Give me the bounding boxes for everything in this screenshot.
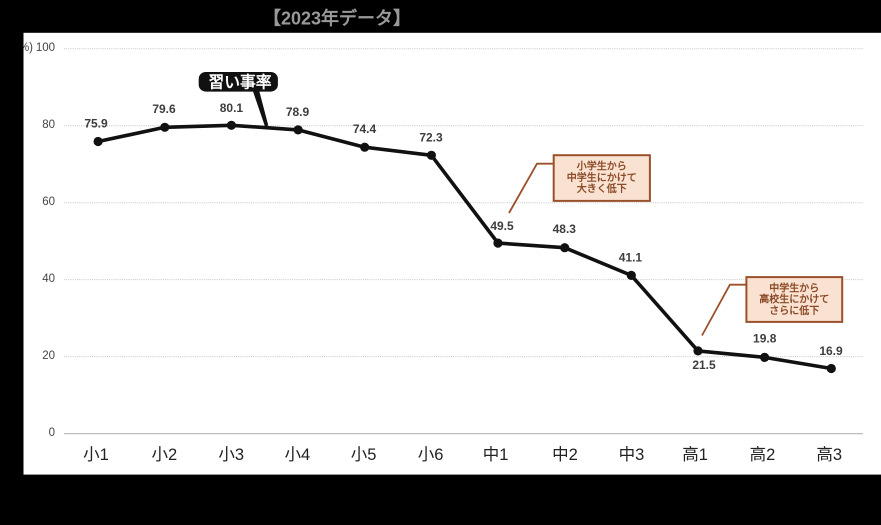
svg-text:小6: 小6 — [418, 445, 444, 464]
svg-text:49.5: 49.5 — [490, 219, 514, 233]
svg-text:75.9: 75.9 — [84, 117, 108, 131]
svg-text:小3: 小3 — [218, 445, 244, 464]
svg-text:72.3: 72.3 — [419, 131, 443, 145]
svg-text:79.6: 79.6 — [152, 102, 176, 116]
svg-text:16.9: 16.9 — [819, 344, 843, 358]
svg-text:中2: 中2 — [552, 445, 578, 464]
svg-text:高2: 高2 — [750, 445, 776, 464]
svg-text:小学生から: 小学生から — [576, 160, 627, 173]
svg-text:高校生にかけて: 高校生にかけて — [759, 293, 829, 306]
svg-text:小5: 小5 — [351, 445, 377, 464]
svg-text:74.4: 74.4 — [353, 122, 377, 136]
svg-text:20: 20 — [42, 350, 55, 362]
svg-text:高3: 高3 — [816, 445, 842, 464]
svg-text:さらに低下: さらに低下 — [769, 304, 819, 317]
svg-text:高1: 高1 — [682, 445, 708, 464]
svg-text:21.5: 21.5 — [692, 358, 716, 372]
svg-text:中学生にかけて: 中学生にかけて — [567, 171, 637, 184]
svg-text:大きく低下: 大きく低下 — [577, 182, 627, 195]
svg-text:100: 100 — [36, 42, 55, 54]
svg-text:78.9: 78.9 — [286, 105, 310, 119]
svg-text:習い事率: 習い事率 — [208, 72, 271, 91]
svg-text:中学生から: 中学生から — [769, 281, 819, 294]
svg-text:80: 80 — [42, 119, 55, 131]
svg-text:41.1: 41.1 — [619, 251, 643, 265]
svg-text:80.1: 80.1 — [220, 101, 244, 115]
svg-text:小4: 小4 — [284, 445, 310, 464]
svg-text:中3: 中3 — [619, 445, 645, 464]
svg-text:(%): (%) — [15, 42, 33, 54]
svg-text:小2: 小2 — [152, 445, 178, 464]
svg-text:【2023年データ】: 【2023年データ】 — [263, 8, 411, 29]
svg-text:40: 40 — [42, 273, 55, 285]
svg-text:中1: 中1 — [483, 445, 509, 464]
svg-text:小1: 小1 — [83, 445, 109, 464]
svg-text:48.3: 48.3 — [553, 222, 577, 236]
svg-text:19.8: 19.8 — [753, 332, 777, 346]
svg-text:0: 0 — [49, 427, 55, 439]
svg-text:60: 60 — [42, 196, 55, 208]
